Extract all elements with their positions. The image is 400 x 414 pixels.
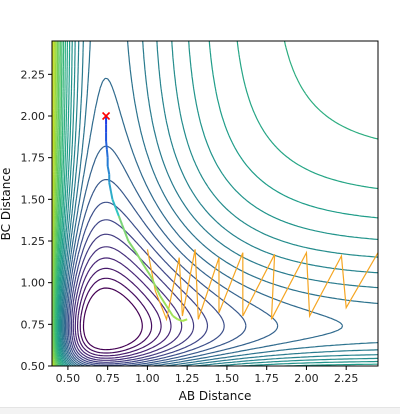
y-tick-label: 1.00 <box>21 277 46 290</box>
x-tick: 2.25 <box>334 366 359 385</box>
x-axis-ticks: 0.50 0.75 1.00 1.25 1.50 1.75 2.00 2.25 <box>56 366 359 385</box>
contour-line <box>55 41 65 366</box>
x-tick: 0.75 <box>95 366 120 385</box>
x-tick-label: 1.25 <box>175 372 200 385</box>
x-tick: 1.75 <box>254 366 279 385</box>
y-tick: 1.75 <box>21 152 52 165</box>
contour-line <box>79 277 153 354</box>
trajectory-segment <box>105 140 108 150</box>
y-tick: 1.25 <box>21 235 52 248</box>
trajectory-segment <box>172 315 179 321</box>
x-tick: 1.25 <box>175 366 200 385</box>
trajectory-segment <box>149 275 157 287</box>
contour-line <box>82 287 143 351</box>
contour-line <box>52 41 59 366</box>
x-tick-label: 1.00 <box>135 372 160 385</box>
window-bottom-strip <box>0 407 400 414</box>
contour-line <box>61 41 378 366</box>
y-tick: 0.50 <box>21 360 52 373</box>
trajectory-segment <box>124 232 130 242</box>
contour-line <box>58 41 378 366</box>
y-tick-label: 0.50 <box>21 360 46 373</box>
trajectory-segment <box>182 318 188 322</box>
plot-frame <box>51 40 379 367</box>
trajectory-segment <box>121 223 127 234</box>
contour-line <box>59 41 378 366</box>
contour-line <box>60 41 378 366</box>
y-tick: 1.50 <box>21 193 52 206</box>
x-axis-label: AB Distance <box>179 389 252 403</box>
contour-line <box>49 33 52 375</box>
x-tick: 1.00 <box>135 366 160 385</box>
contour-line <box>65 145 279 366</box>
y-tick-label: 2.00 <box>21 110 46 123</box>
x-tick: 1.50 <box>215 366 240 385</box>
trajectory-segment <box>165 305 174 317</box>
contour-line <box>55 41 378 366</box>
trajectory-segment <box>127 240 138 254</box>
x-tick-label: 0.75 <box>95 372 120 385</box>
y-tick-label: 0.75 <box>21 318 46 331</box>
trajectory-segment <box>143 265 152 277</box>
contour-line <box>67 201 225 366</box>
contour-line <box>57 41 378 366</box>
x-tick-label: 2.25 <box>334 372 359 385</box>
trajectory-segment <box>108 182 112 192</box>
x-tick-label: 0.50 <box>56 372 81 385</box>
contour-line <box>56 41 378 366</box>
contour-line <box>70 233 195 363</box>
contour-line <box>77 267 162 357</box>
x-tick: 2.00 <box>294 366 319 385</box>
trajectory-segment <box>154 285 162 297</box>
trajectory-segment <box>114 207 120 217</box>
trajectory-segment <box>109 190 114 200</box>
oscillation-trajectory <box>146 249 378 322</box>
y-tick-label: 1.50 <box>21 193 46 206</box>
contour-line <box>62 41 378 366</box>
contour-line <box>52 41 60 366</box>
x-tick-label: 2.00 <box>294 372 319 385</box>
y-tick-label: 1.75 <box>21 152 46 165</box>
y-axis-ticks: 0.50 0.75 1.00 1.25 1.50 1.75 2.00 2.25 <box>21 68 52 373</box>
x-tick-label: 1.50 <box>215 372 240 385</box>
contour-line <box>69 219 209 365</box>
contour-line <box>54 41 63 366</box>
contour-line <box>63 77 344 366</box>
start-point-marker <box>102 111 111 121</box>
trajectory-segment <box>111 198 117 209</box>
y-tick-label: 2.25 <box>21 68 46 81</box>
trajectory-segment <box>159 295 168 307</box>
contour-line <box>74 257 172 359</box>
plot-area <box>49 33 378 375</box>
y-tick-label: 1.25 <box>21 235 46 248</box>
y-tick: 0.75 <box>21 318 52 331</box>
trajectory-segment <box>135 252 146 267</box>
x-tick: 0.50 <box>56 366 81 385</box>
y-axis-label: BC Distance <box>0 168 13 241</box>
trajectory-segment <box>117 215 123 225</box>
trajectory-segment <box>106 165 111 175</box>
y-tick: 2.25 <box>21 68 52 81</box>
x-tick-label: 1.75 <box>254 372 279 385</box>
y-tick: 2.00 <box>21 110 52 123</box>
trajectory-segment <box>105 149 109 158</box>
y-tick: 1.00 <box>21 277 52 290</box>
contour-line <box>53 41 61 366</box>
trajectory-segment <box>177 318 183 322</box>
